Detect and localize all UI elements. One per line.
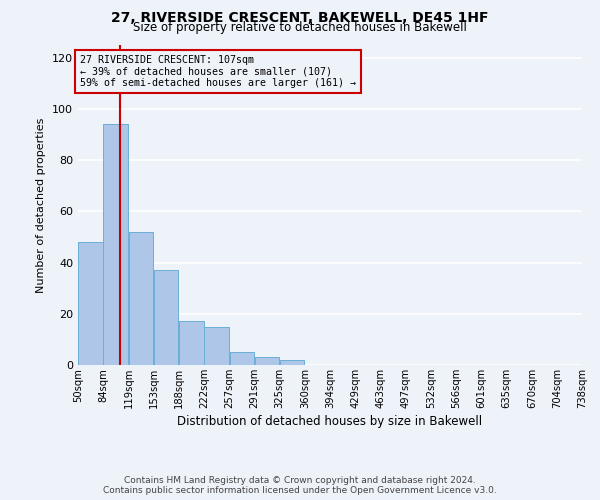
Bar (230, 352, 254, 365)
Y-axis label: Number of detached properties: Number of detached properties (37, 118, 46, 292)
Bar (103, 124, 128, 365)
Bar (154, 270, 178, 365)
Text: Contains HM Land Registry data © Crown copyright and database right 2024.
Contai: Contains HM Land Registry data © Crown c… (103, 476, 497, 495)
Bar (179, 322, 204, 365)
Bar (78, 242, 103, 365)
X-axis label: Distribution of detached houses by size in Bakewell: Distribution of detached houses by size … (178, 415, 482, 428)
Text: 27 RIVERSIDE CRESCENT: 107sqm
← 39% of detached houses are smaller (107)
59% of : 27 RIVERSIDE CRESCENT: 107sqm ← 39% of d… (80, 55, 356, 88)
Bar (129, 232, 153, 365)
Bar (204, 326, 229, 365)
Text: 27, RIVERSIDE CRESCENT, BAKEWELL, DE45 1HF: 27, RIVERSIDE CRESCENT, BAKEWELL, DE45 1… (111, 11, 489, 25)
Text: Size of property relative to detached houses in Bakewell: Size of property relative to detached ho… (133, 21, 467, 34)
Bar (280, 360, 304, 365)
Bar (255, 358, 279, 365)
